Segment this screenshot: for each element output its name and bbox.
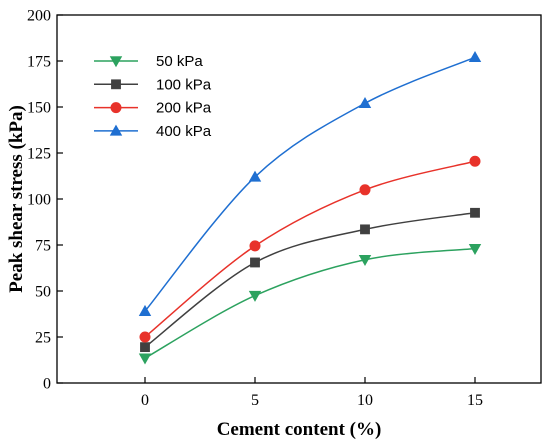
y-tick-label: 50 <box>35 284 51 301</box>
data-point <box>469 155 481 167</box>
y-tick-label: 75 <box>35 238 51 255</box>
series-100-kpa <box>140 207 480 353</box>
legend-item: 50 kPa <box>94 53 203 70</box>
x-tick-label: 5 <box>251 392 259 409</box>
data-point <box>248 170 262 182</box>
data-point <box>360 224 370 235</box>
legend-label: 50 kPa <box>156 53 203 70</box>
data-point <box>139 331 151 343</box>
legend-item: 400 kPa <box>94 123 212 140</box>
series-line <box>144 56 476 312</box>
series-400-kpa <box>138 51 482 316</box>
x-tick-label: 10 <box>357 392 373 409</box>
legend-label: 400 kPa <box>156 123 212 140</box>
legend-marker <box>110 102 122 114</box>
legend-label: 100 kPa <box>156 76 212 93</box>
legend: 50 kPa 100 kPa 200 kPa 400 kPa <box>94 53 212 140</box>
y-tick-label: 200 <box>27 8 51 25</box>
x-tick-label: 15 <box>467 392 483 409</box>
legend-item: 100 kPa <box>94 76 212 93</box>
series-50-kpa <box>138 243 482 365</box>
data-point <box>249 240 261 252</box>
data-point <box>468 51 482 63</box>
x-axis: 0 5 10 15 <box>141 377 483 409</box>
data-point <box>250 257 260 268</box>
data-point <box>248 290 262 302</box>
y-tick-label: 150 <box>27 100 51 117</box>
legend-marker <box>109 124 123 136</box>
series-200-kpa <box>139 155 481 343</box>
y-tick-label: 125 <box>27 146 51 163</box>
y-axis: 0 25 50 75 100 125 150 175 200 <box>27 8 63 393</box>
y-tick-label: 175 <box>27 54 51 71</box>
y-tick-label: 25 <box>35 330 51 347</box>
data-point <box>358 255 372 267</box>
y-tick-label: 100 <box>27 192 51 209</box>
data-point <box>468 243 482 255</box>
series-line <box>144 247 476 359</box>
data-point <box>138 304 152 316</box>
plot-frame <box>56 14 542 384</box>
data-point <box>359 184 371 196</box>
data-point <box>358 97 372 109</box>
y-axis-title: Peak shear stress (kPa) <box>6 105 27 293</box>
x-axis-title: Cement content (%) <box>217 419 382 440</box>
series-layer <box>138 51 482 365</box>
series-line <box>144 212 476 348</box>
legend-label: 200 kPa <box>156 100 212 117</box>
y-tick-label: 0 <box>43 376 51 393</box>
series-line <box>144 160 476 338</box>
legend-marker <box>109 56 123 68</box>
data-point <box>470 207 480 218</box>
legend-marker <box>111 79 121 90</box>
data-point <box>140 342 150 353</box>
data-point <box>138 353 152 365</box>
x-tick-label: 0 <box>141 392 149 409</box>
legend-item: 200 kPa <box>94 100 212 117</box>
